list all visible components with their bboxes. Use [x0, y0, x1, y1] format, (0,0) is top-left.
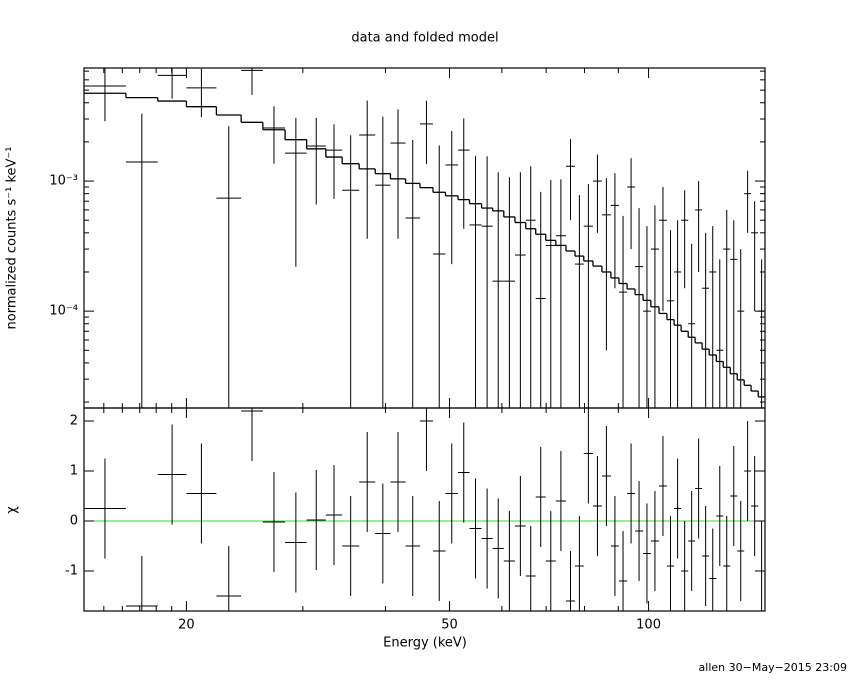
y-tick-label: 0	[70, 514, 78, 529]
y-tick-label: 10⁻³	[49, 174, 78, 189]
bottom-frame	[83, 407, 766, 612]
footer: allen 30−May−2015 23:09	[699, 661, 847, 674]
y-axis-label: normalized counts s⁻¹ keV⁻¹	[5, 147, 20, 330]
y-tick-label: 1	[70, 464, 78, 479]
y-tick-label: 2	[70, 414, 78, 429]
spectrum-panel	[84, 68, 765, 408]
x-tick-label: 20	[178, 618, 195, 633]
residual-panel	[84, 408, 765, 611]
y-tick-label: 10⁻⁴	[49, 304, 78, 319]
chart-title: data and folded model	[351, 31, 498, 46]
x-axis-label: Energy (keV)	[383, 636, 467, 651]
residual-axis-label: χ	[5, 506, 20, 514]
axes: 20 50 100 10⁻³ 10⁻⁴ -1 0 1 2	[49, 68, 765, 633]
x-tick-label: 50	[441, 618, 458, 633]
x-tick-label: 100	[636, 618, 661, 633]
y-tick-label: -1	[65, 564, 78, 579]
